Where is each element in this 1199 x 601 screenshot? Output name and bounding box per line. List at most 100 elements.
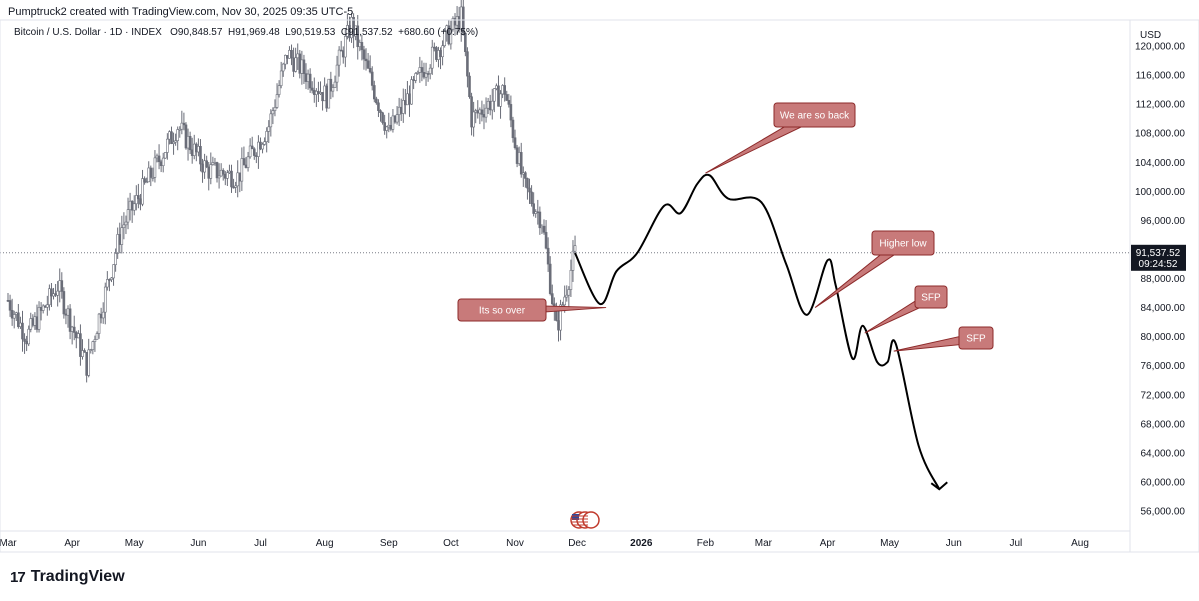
- candle: [219, 163, 223, 177]
- candle-body: [223, 173, 227, 179]
- candle: [443, 28, 446, 48]
- candle: [306, 69, 310, 90]
- chart-frame: [0, 19, 1199, 553]
- candle: [546, 237, 550, 272]
- candle-body: [236, 172, 240, 187]
- candle-body: [453, 18, 457, 26]
- candle: [327, 78, 331, 109]
- annotation-callout[interactable]: Its so over: [457, 298, 607, 322]
- candle: [548, 256, 552, 296]
- candle: [228, 164, 231, 174]
- y-tick-label: 84,000.00: [1141, 303, 1186, 314]
- candle-body: [188, 135, 192, 151]
- candle-body: [79, 333, 82, 357]
- candle: [221, 168, 225, 181]
- annotation-callout[interactable]: SFP: [864, 285, 948, 334]
- candle-body: [149, 167, 153, 178]
- candle: [135, 185, 138, 211]
- y-tick-label: 100,000.00: [1135, 187, 1185, 198]
- candle-body: [325, 85, 329, 109]
- candle-body: [536, 211, 540, 214]
- x-tick-label: Nov: [506, 538, 524, 549]
- candle: [375, 96, 378, 105]
- candle: [180, 110, 184, 135]
- candle-body: [263, 141, 266, 145]
- candle-body: [315, 90, 318, 95]
- candle-body: [571, 250, 575, 271]
- candle-body: [257, 141, 260, 157]
- candle-body: [172, 141, 175, 144]
- candle-body: [522, 172, 525, 175]
- candle-body: [12, 314, 16, 319]
- candle: [391, 109, 395, 133]
- candle: [126, 197, 130, 230]
- candle: [269, 109, 273, 137]
- event-marker: [582, 511, 600, 529]
- candle-body: [517, 152, 521, 164]
- x-tick-label: Jul: [1009, 538, 1022, 549]
- candle-body: [474, 110, 478, 113]
- candle: [397, 97, 401, 127]
- candle-body: [182, 122, 186, 126]
- candle-body: [114, 253, 117, 265]
- candle: [281, 62, 285, 77]
- candle: [422, 62, 426, 80]
- candle: [321, 92, 324, 111]
- candle-body: [480, 109, 484, 115]
- candle: [213, 157, 217, 166]
- candle: [360, 35, 364, 61]
- candle-body: [308, 73, 312, 89]
- candle: [277, 80, 281, 98]
- x-tick-label: Feb: [697, 538, 715, 549]
- candle: [70, 325, 74, 345]
- y-axis[interactable]: USD 56,000.00 60,000.00 64,000.00 68,000.00 7…: [1135, 30, 1185, 518]
- candle: [335, 55, 339, 92]
- candle: [528, 178, 531, 204]
- annotation-callout[interactable]: SFP: [893, 326, 994, 352]
- candle-body: [559, 304, 562, 331]
- candle-body: [408, 93, 411, 105]
- candle: [538, 206, 542, 235]
- candle-body: [240, 158, 244, 182]
- candle: [168, 130, 171, 145]
- candle: [399, 98, 403, 122]
- candle-body: [106, 279, 109, 288]
- candle: [77, 330, 80, 339]
- annotation-callout[interactable]: We are so back: [705, 102, 856, 174]
- candle: [530, 185, 533, 207]
- candle-body: [135, 195, 138, 205]
- candle: [389, 117, 393, 132]
- candle-body: [23, 338, 26, 342]
- candle-body: [215, 162, 219, 179]
- candle-body: [323, 85, 326, 102]
- candle: [163, 152, 167, 159]
- candle-body: [161, 157, 165, 167]
- projection-arrowhead: [930, 481, 948, 491]
- candle-body: [441, 45, 444, 58]
- candle: [416, 70, 420, 76]
- candle: [499, 90, 502, 119]
- candle-body: [192, 143, 196, 156]
- candle-body: [317, 90, 320, 95]
- x-tick-label: 2026: [630, 538, 653, 549]
- candle-body: [418, 67, 422, 73]
- candle-body: [366, 60, 370, 69]
- x-axis[interactable]: Mar Apr May Jun Jul Aug Sep Oct Nov Dec 2026 Feb Mar…: [0, 538, 1089, 549]
- tradingview-logo[interactable]: 17 TradingView: [10, 568, 125, 586]
- candle: [79, 324, 82, 366]
- candle: [35, 304, 39, 333]
- candle: [271, 107, 275, 125]
- candle-body: [190, 149, 194, 156]
- candle-body: [557, 320, 560, 331]
- candle-body: [58, 280, 62, 292]
- candle: [284, 54, 287, 70]
- candle-body: [155, 155, 159, 159]
- candle-body: [122, 224, 126, 228]
- candle-body: [180, 122, 184, 130]
- annotation-callout[interactable]: Higher low: [814, 230, 935, 308]
- candle-body: [137, 195, 140, 200]
- candle: [170, 126, 173, 145]
- candle: [308, 68, 312, 93]
- candle-body: [246, 156, 250, 168]
